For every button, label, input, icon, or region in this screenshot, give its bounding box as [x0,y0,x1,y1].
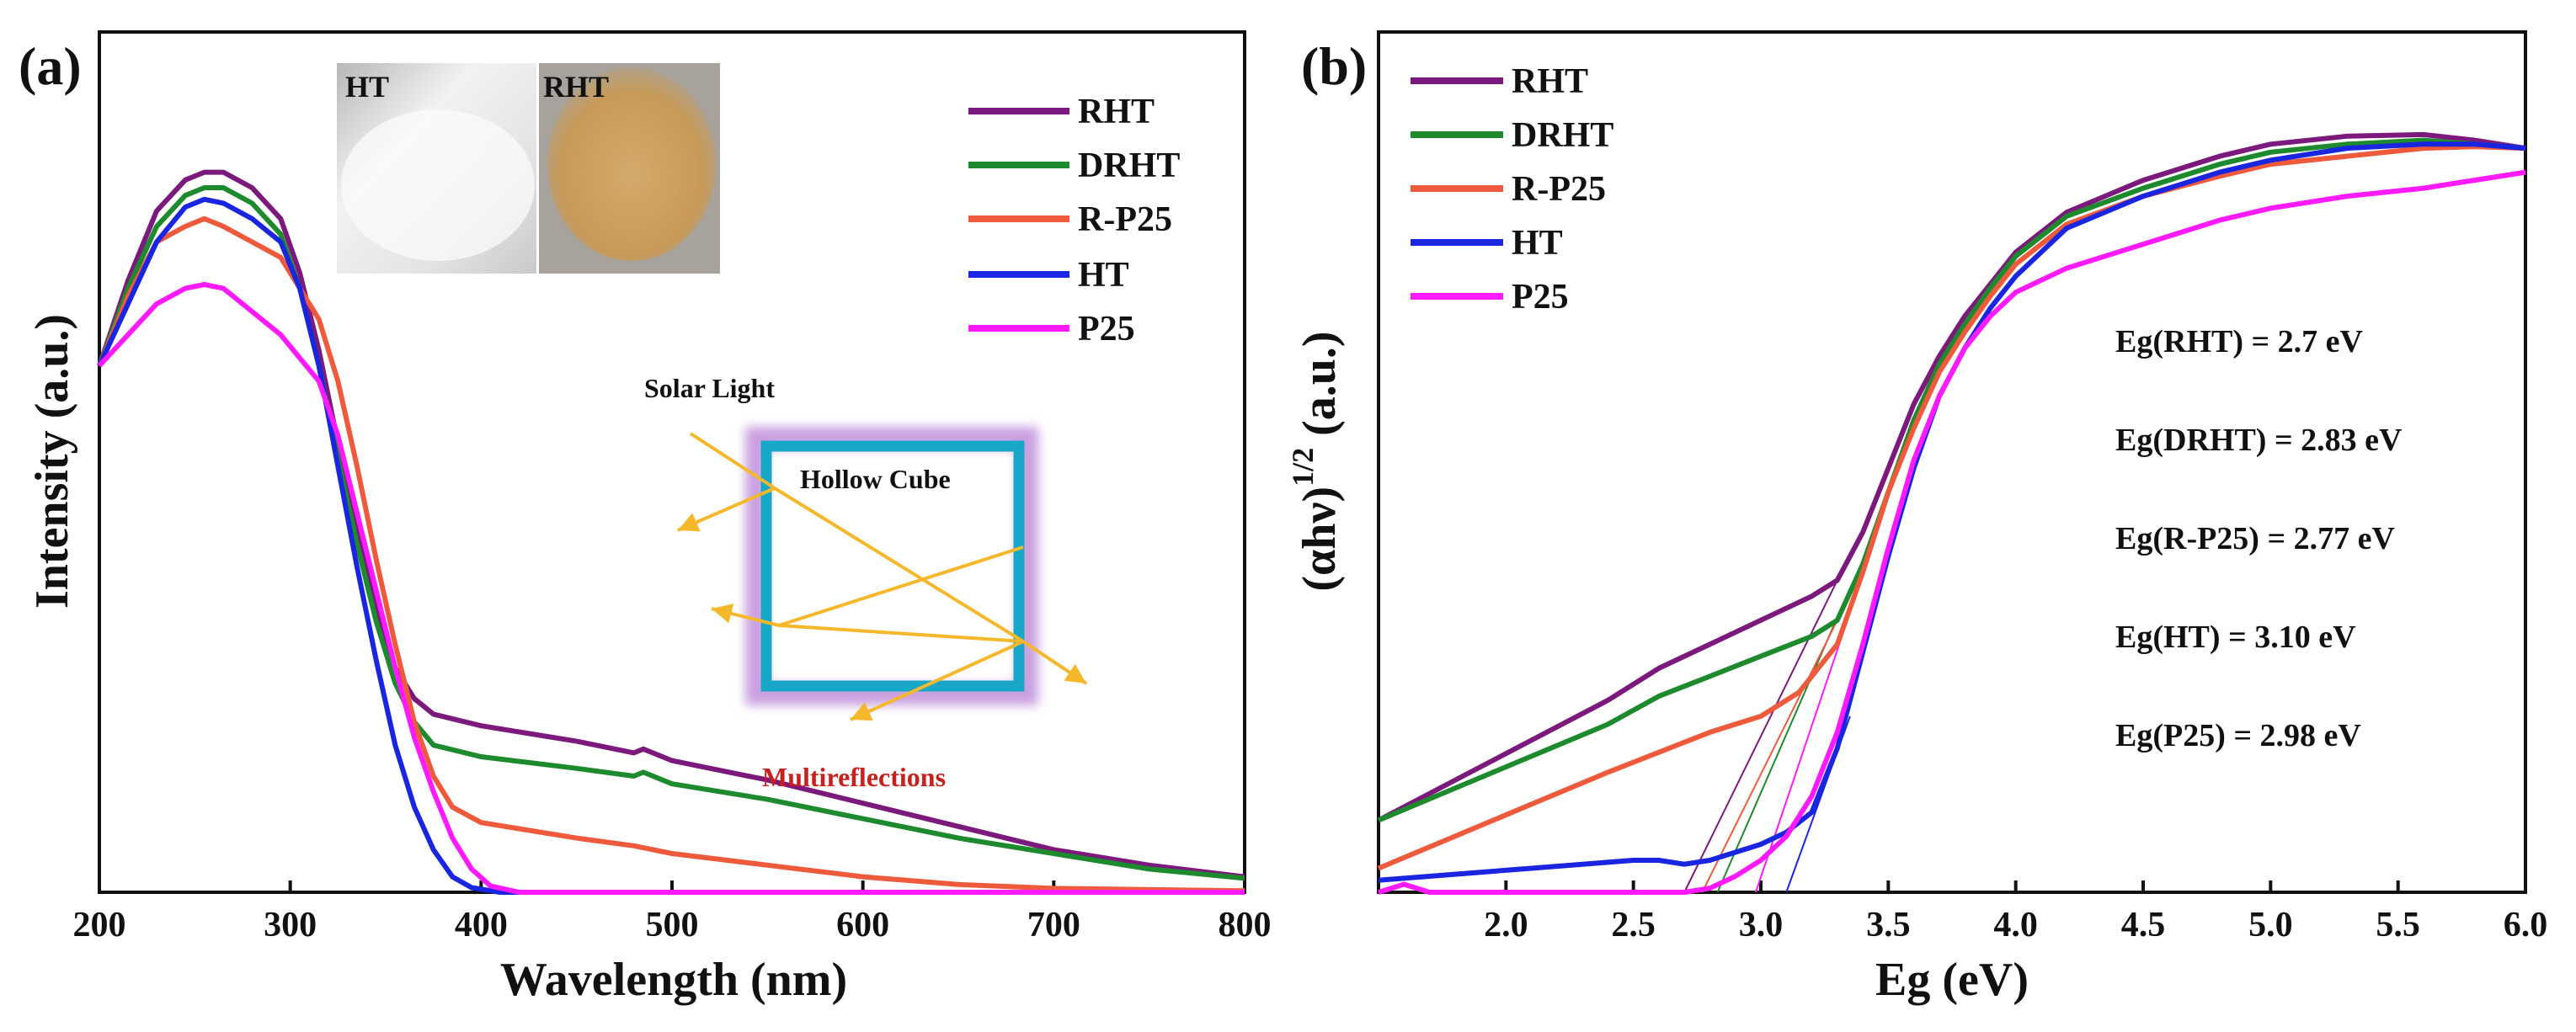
panel-b-x-tick-label: 2.5 [1611,906,1656,944]
multireflections-label: Multireflections [762,762,946,792]
panel-a-y-axis-title: Intensity (a.u.) [26,314,78,609]
hollow-cube [760,440,1025,692]
panel-b: (b) 2.0 2.5 3.0 3.5 4.0 4.5 5.0 5.5 6.0 Eg (eV) … [1286,30,2547,1006]
legend-b-label-rht: RHT [1512,62,1588,101]
hollow-cube-label: Hollow Cube [800,464,951,494]
panel-b-x-tick-label: 3.5 [1866,906,1911,944]
ray-bounce-up-right [778,545,1024,627]
panel-b-x-tick-label: 3.0 [1739,906,1784,944]
panel-b-frame [1377,30,2527,894]
inset-label-rht: RHT [543,70,609,104]
panel-a-series [97,169,1245,895]
panel-b-x-tick-label: 4.5 [2121,906,2166,944]
ray-exit-bottom [850,640,1024,721]
panel-a-x-axis-title: Wavelength (nm) [500,954,847,1006]
ray-exit-mid-left [711,604,780,627]
eg-ht: Eg(HT) = 3.10 eV [2115,620,2356,655]
band-gap-annotations: Eg(RHT) = 2.7 eV Eg(DRHT) = 2.83 eV Eg(R… [2115,324,2403,753]
panel-b-x-tick-label: 5.5 [2376,906,2420,944]
eg-rht: Eg(RHT) = 2.7 eV [2115,324,2364,359]
panel-a-x-tick-label: 800 [1219,906,1272,944]
panel-b-series-drht [1377,137,2526,823]
legend-b-label-ht: HT [1512,224,1563,263]
panel-a-x-tick-label: 300 [264,906,317,944]
panel-b-label: (b) [1301,36,1367,96]
panel-a-series-p25 [97,282,1245,895]
legend-b-label-p25: P25 [1512,278,1569,317]
panel-b-series [1377,131,2526,895]
eg-p25: Eg(P25) = 2.98 eV [2115,718,2361,753]
panel-b-series-r-p25 [1377,144,2526,871]
panel-a-x-tick-label: 500 [646,906,699,944]
ray-exit-right [1021,640,1088,685]
panel-b-y-axis-tail: (a.u.) [1293,331,1346,447]
legend-label-p25: P25 [1078,310,1135,348]
panel-a-x-ticks: 200 300 400 500 600 700 800 [73,880,1272,944]
cube-glow [745,427,1038,705]
panel-b-x-tick-label: 2.0 [1484,906,1528,944]
panel-b-x-ticks: 2.0 2.5 3.0 3.5 4.0 4.5 5.0 5.5 6.0 [1484,880,2547,944]
legend-b-label-r-p25: R-P25 [1512,170,1606,209]
panel-b-x-tick-label: 6.0 [2504,906,2548,944]
light-rays [677,432,1088,721]
panel-b-x-axis-title: Eg (eV) [1875,954,2029,1006]
panel-b-x-tick-label: 5.0 [2248,906,2293,944]
panel-a-series-r-p25 [97,215,1245,894]
panel-b-series-rht [1377,131,2526,823]
ht-powder-pile [341,109,535,261]
panel-b-x-tick-label: 4.0 [1993,906,2038,944]
panel-a-legend: RHT DRHT R-P25 HT P25 [968,93,1180,348]
panel-a-x-tick-label: 400 [455,906,508,944]
tangent-line-rht [1683,579,1838,893]
panel-b-series-p25 [1378,169,2526,895]
hollow-cube-schematic: Solar Light Hollow Cube Multireflections [644,373,1088,792]
legend-label-r-p25: R-P25 [1078,200,1172,239]
rht-powder-pile [547,67,716,261]
panel-a-series-ht [97,196,1245,895]
panel-b-y-axis-title: (αhν)1/2 (a.u.) [1286,331,1346,591]
panel-a-x-tick-label: 600 [836,906,889,944]
solar-light-label: Solar Light [644,373,775,403]
panel-b-legend: RHT DRHT R-P25 HT P25 [1411,62,1613,317]
panel-a-series-drht [97,185,1245,881]
ray-exit-top-left [677,487,776,532]
panel-a-x-tick-label: 200 [73,906,126,944]
tangent-line-r-p25 [1701,620,1838,893]
tangent-line-p25 [1754,612,1851,893]
legend-label-drht: DRHT [1078,146,1180,185]
ray-bounce-left [778,624,1024,643]
panel-a-series-rht [97,169,1245,880]
panel-a-label: (a) [19,36,82,96]
panel-a-x-tick-label: 700 [1027,906,1080,944]
panel-b-y-axis-sup: 1/2 [1286,448,1320,487]
panel-b-y-axis-main: (αhν) [1293,487,1346,592]
powder-photos-inset: HT RHT [337,63,720,274]
ray-to-right-wall [773,487,1025,643]
inset-label-ht: HT [345,70,389,104]
eg-drht: Eg(DRHT) = 2.83 eV [2115,423,2403,458]
legend-label-ht: HT [1078,256,1129,295]
panel-a: (a) 200 300 400 500 600 700 800 Wavelength (nm… [19,30,1272,1006]
incident-ray [689,432,776,490]
legend-b-label-drht: DRHT [1512,116,1613,155]
legend-label-rht: RHT [1078,93,1155,131]
eg-r-p25: Eg(R-P25) = 2.77 eV [2115,521,2395,556]
